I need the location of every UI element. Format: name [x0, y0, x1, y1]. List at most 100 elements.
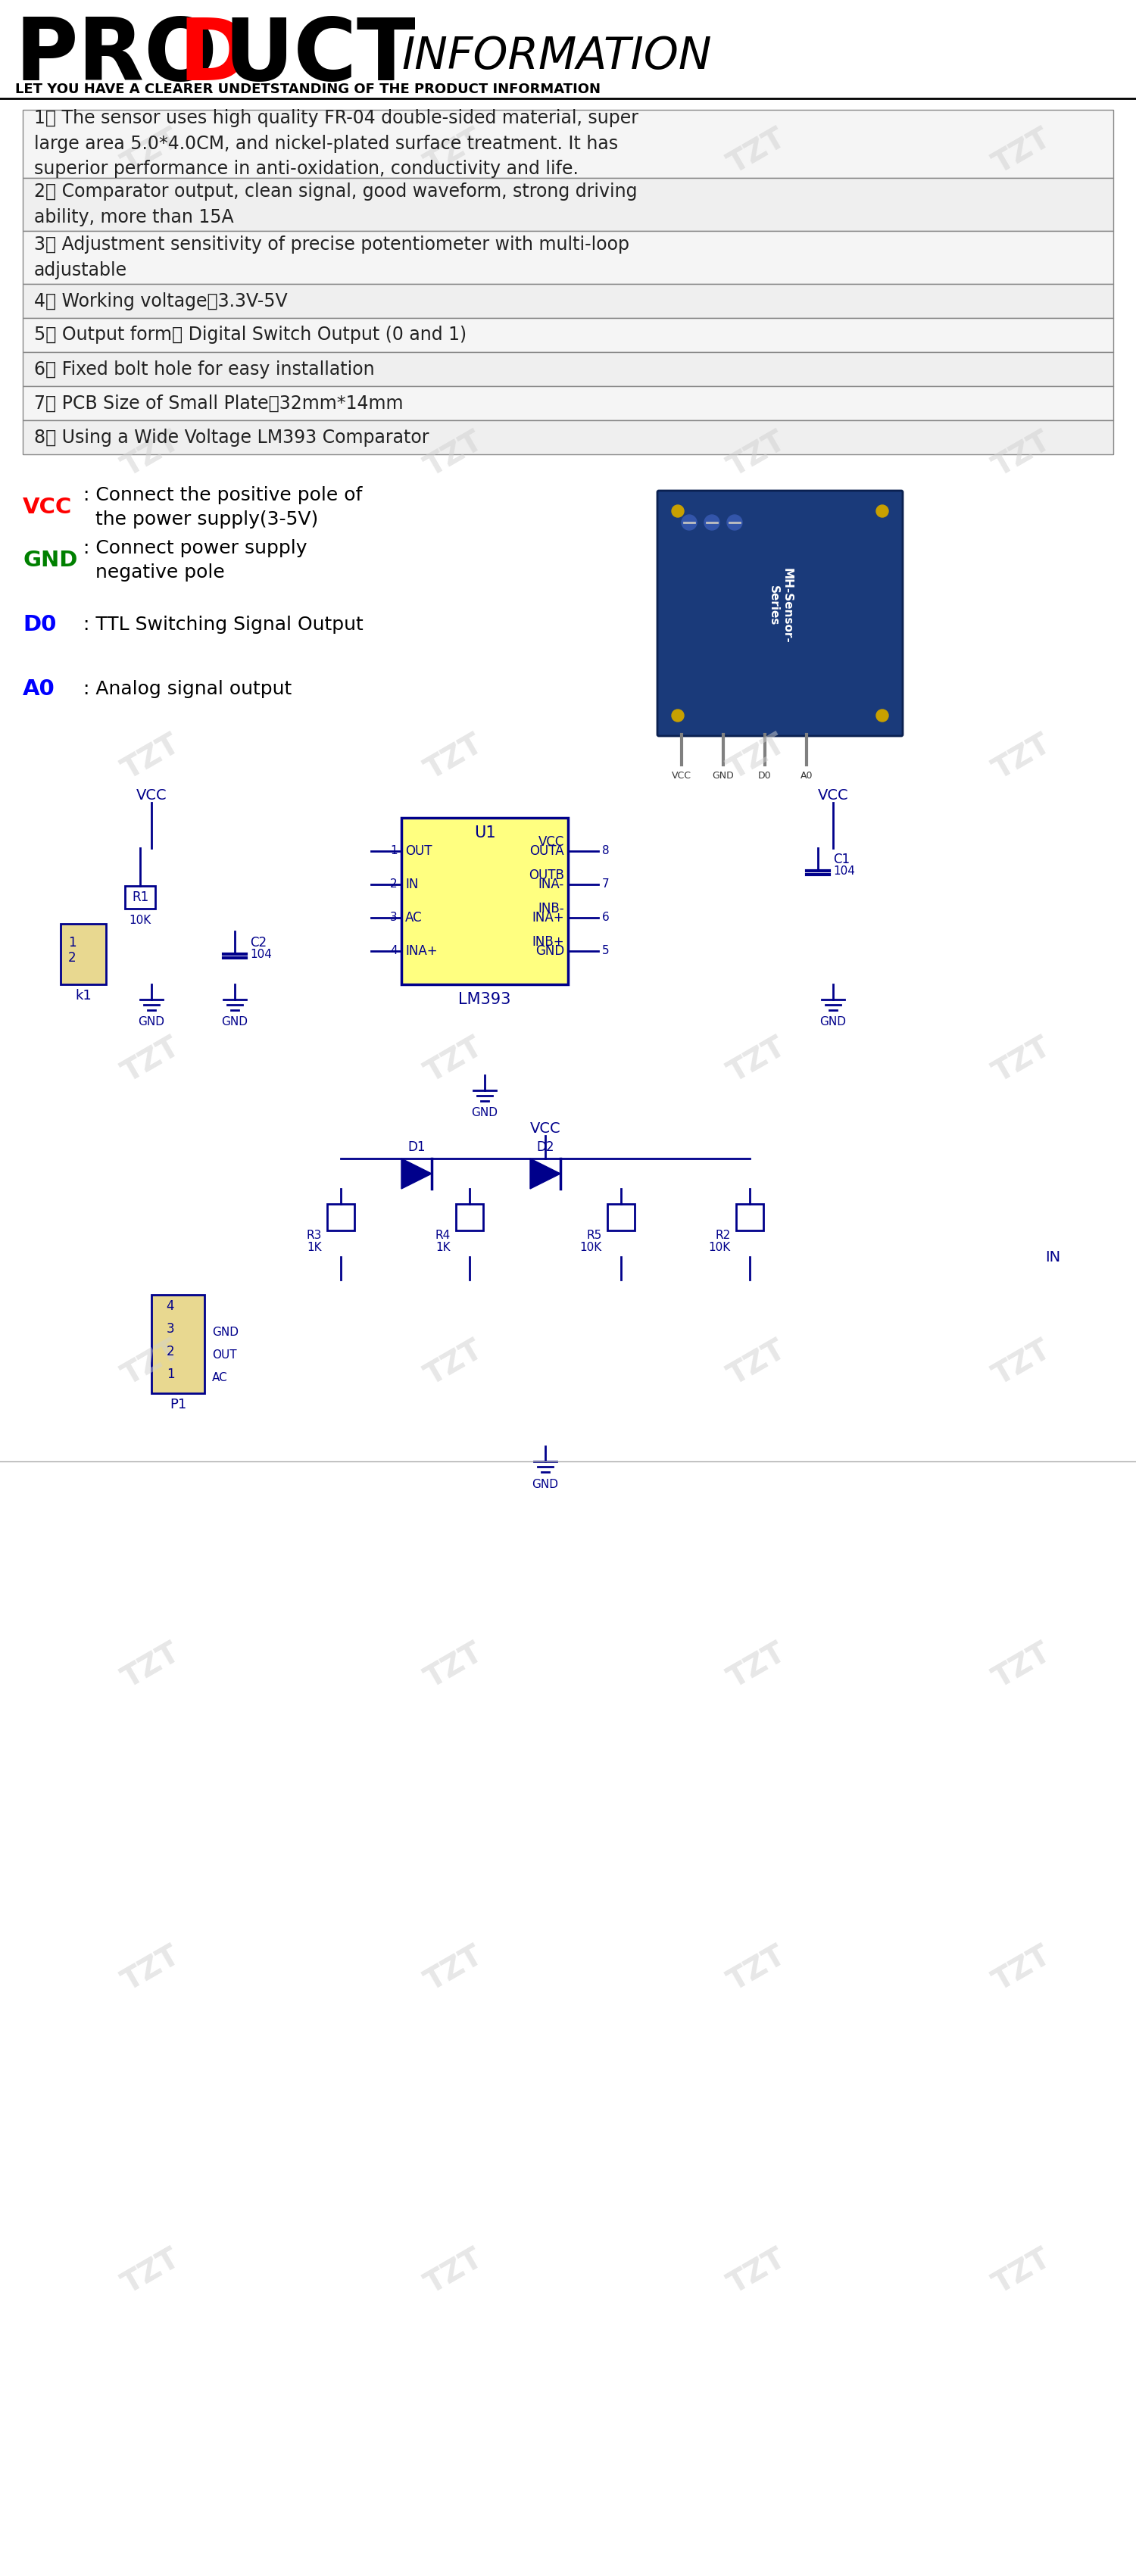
Text: TZT: TZT — [420, 2244, 488, 2300]
Text: GND: GND — [820, 1018, 846, 1028]
Text: 1、 The sensor uses high quality FR-04 double-sided material, super
large area 5.: 1、 The sensor uses high quality FR-04 do… — [34, 108, 638, 178]
Text: TZT: TZT — [420, 1940, 488, 1996]
Text: GND: GND — [471, 1108, 498, 1118]
Text: D0: D0 — [758, 770, 771, 781]
Text: TZT: TZT — [117, 1334, 185, 1391]
Text: OUTA: OUTA — [529, 845, 565, 858]
Text: GND: GND — [712, 770, 734, 781]
Text: 1K: 1K — [307, 1242, 321, 1252]
Text: TZT: TZT — [724, 124, 792, 180]
Text: : Connect power supply
  negative pole: : Connect power supply negative pole — [83, 538, 307, 582]
Text: TZT: TZT — [724, 729, 792, 786]
Text: 4: 4 — [391, 945, 398, 956]
Bar — [23, 353, 1113, 386]
Text: IN: IN — [406, 878, 418, 891]
Bar — [23, 317, 1113, 353]
Circle shape — [671, 505, 684, 518]
Circle shape — [704, 515, 719, 531]
Text: TZT: TZT — [420, 124, 488, 180]
Text: R5: R5 — [586, 1231, 602, 1242]
Text: VCC: VCC — [136, 788, 167, 804]
Text: TZT: TZT — [724, 1940, 792, 1996]
Text: IN: IN — [1045, 1249, 1060, 1265]
Text: 7、 PCB Size of Small Plate：32mm*14mm: 7、 PCB Size of Small Plate：32mm*14mm — [34, 394, 403, 412]
Bar — [736, 1203, 763, 1231]
Text: TZT: TZT — [724, 428, 792, 482]
Text: TZT: TZT — [988, 1638, 1056, 1695]
Text: GND: GND — [139, 1018, 165, 1028]
Text: U1: U1 — [474, 824, 495, 840]
Bar — [60, 925, 106, 984]
Text: 8、 Using a Wide Voltage LM393 Comparator: 8、 Using a Wide Voltage LM393 Comparator — [34, 428, 429, 446]
Text: INA+: INA+ — [406, 945, 437, 958]
Text: 10K: 10K — [130, 914, 151, 925]
Text: TZT: TZT — [420, 1334, 488, 1391]
Text: 1: 1 — [68, 935, 76, 951]
Text: 5、 Output form： Digital Switch Output (0 and 1): 5、 Output form： Digital Switch Output (0… — [34, 327, 467, 345]
Text: VCC: VCC — [529, 1121, 561, 1136]
Text: OUT: OUT — [406, 845, 432, 858]
Text: GND: GND — [23, 549, 77, 572]
Text: INB-: INB- — [538, 902, 565, 914]
Text: LET YOU HAVE A CLEARER UNDETSTANDING OF THE PRODUCT INFORMATION: LET YOU HAVE A CLEARER UNDETSTANDING OF … — [15, 82, 601, 95]
Text: TZT: TZT — [988, 1334, 1056, 1391]
Text: AC: AC — [212, 1373, 227, 1383]
Text: 5: 5 — [602, 945, 609, 956]
Text: R1: R1 — [132, 891, 149, 904]
Text: TZT: TZT — [988, 729, 1056, 786]
Circle shape — [671, 708, 684, 721]
Text: R2: R2 — [716, 1231, 730, 1242]
Text: P1: P1 — [169, 1399, 186, 1412]
Text: 104: 104 — [250, 948, 272, 961]
Bar — [0, 1113, 1136, 1461]
Text: 1K: 1K — [436, 1242, 451, 1252]
Text: INFORMATION: INFORMATION — [401, 36, 711, 77]
Bar — [23, 232, 1113, 283]
Text: 104: 104 — [833, 866, 855, 876]
Text: 4、 Working voltage：3.3V-5V: 4、 Working voltage：3.3V-5V — [34, 291, 287, 309]
Text: : Connect the positive pole of
  the power supply(3-5V): : Connect the positive pole of the power… — [83, 487, 362, 528]
Text: 1: 1 — [391, 845, 398, 858]
Text: MH-Sensor-
Series: MH-Sensor- Series — [768, 567, 792, 644]
Text: GND: GND — [212, 1327, 239, 1340]
Circle shape — [876, 505, 888, 518]
Text: VCC: VCC — [671, 770, 692, 781]
Text: C1: C1 — [833, 853, 850, 866]
Text: TZT: TZT — [117, 124, 185, 180]
Text: TZT: TZT — [988, 124, 1056, 180]
Text: GND: GND — [222, 1018, 248, 1028]
Text: TZT: TZT — [117, 729, 185, 786]
Text: C2: C2 — [250, 935, 267, 951]
Polygon shape — [531, 1159, 560, 1188]
Text: TZT: TZT — [420, 428, 488, 482]
Text: 6: 6 — [602, 912, 609, 922]
Text: 8: 8 — [602, 845, 609, 858]
Text: INA+: INA+ — [532, 912, 565, 925]
Text: : TTL Switching Signal Output: : TTL Switching Signal Output — [83, 616, 364, 634]
Bar — [125, 886, 156, 909]
Bar — [151, 1296, 204, 1394]
Text: GND: GND — [532, 1479, 559, 1489]
Text: 3: 3 — [391, 912, 398, 922]
Text: TZT: TZT — [420, 1638, 488, 1695]
Text: TZT: TZT — [988, 428, 1056, 482]
Circle shape — [876, 708, 888, 721]
Text: VCC: VCC — [818, 788, 849, 804]
Text: TZT: TZT — [117, 1638, 185, 1695]
Text: TZT: TZT — [117, 1940, 185, 1996]
Text: VCC: VCC — [538, 835, 565, 850]
Text: AC: AC — [406, 912, 423, 925]
Text: TZT: TZT — [724, 1638, 792, 1695]
Text: PRO: PRO — [15, 15, 218, 98]
Bar — [401, 817, 568, 984]
Text: k1: k1 — [75, 989, 92, 1002]
Text: OUTB: OUTB — [528, 868, 565, 881]
Text: R3: R3 — [307, 1231, 321, 1242]
Text: TZT: TZT — [420, 1033, 488, 1087]
Text: TZT: TZT — [117, 2244, 185, 2300]
Text: A0: A0 — [23, 677, 55, 701]
Text: INB+: INB+ — [532, 935, 565, 948]
Bar — [608, 1203, 635, 1231]
Text: D1: D1 — [408, 1141, 425, 1154]
Text: R4: R4 — [435, 1231, 451, 1242]
